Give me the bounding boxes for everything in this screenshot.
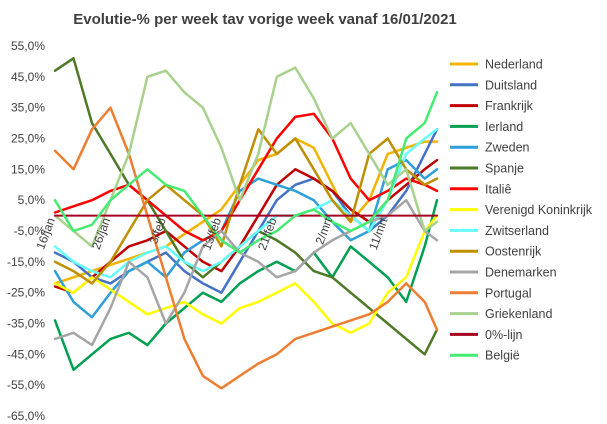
legend-label: Oostenrijk <box>485 245 542 259</box>
series-line <box>53 137 439 285</box>
y-tick-label: 55,0% <box>11 39 45 53</box>
y-tick-label: 15,0% <box>11 162 45 176</box>
chart-title: Evolutie-% per week tav vorige week vana… <box>73 11 457 28</box>
y-tick-label: 45,0% <box>11 70 45 84</box>
series-line <box>53 106 439 390</box>
y-tick-label: -15,0% <box>7 255 45 269</box>
y-tick-label: -25,0% <box>7 286 45 300</box>
series-line <box>53 112 439 242</box>
series-lines <box>53 57 439 390</box>
y-tick-label: 5,0% <box>18 193 46 207</box>
y-tick-label: 25,0% <box>11 132 45 146</box>
legend-label: 0%-lijn <box>485 328 523 342</box>
y-tick-label: 35,0% <box>11 101 45 115</box>
legend-label: Italiê <box>485 182 511 196</box>
legend-label: Verenigd Koninkrijk <box>485 203 593 217</box>
series-line <box>53 128 439 285</box>
y-tick-label: -35,0% <box>7 317 45 331</box>
y-axis: 55,0% 45,0% 35,0% 25,0% 15,0% 5,0% -5,0% -15,0%… <box>7 39 45 423</box>
legend-label: Nederland <box>485 58 543 72</box>
series-line <box>53 91 439 254</box>
y-tick-label: -45,0% <box>7 347 45 361</box>
series-line <box>53 198 439 372</box>
legend-label: België <box>485 349 520 363</box>
legend-label: Denemarken <box>485 266 557 280</box>
series-line <box>53 66 439 248</box>
y-tick-label: -5,0% <box>14 224 46 238</box>
legend-label: Zweden <box>485 141 530 155</box>
legend: Nederland Duitsland Frankrijk Ierland Zweden… <box>450 58 593 363</box>
legend-label: Duitsland <box>485 78 537 92</box>
legend-label: Zwitserland <box>485 224 549 238</box>
y-tick-label: -65,0% <box>7 409 45 423</box>
legend-label: Spanje <box>485 162 524 176</box>
series-line <box>53 198 439 347</box>
y-tick-label: -55,0% <box>7 378 45 392</box>
legend-label: Portugal <box>485 286 532 300</box>
legend-label: Griekenland <box>485 307 552 321</box>
legend-label: Ierland <box>485 120 523 134</box>
legend-label: Frankrijk <box>485 99 534 113</box>
